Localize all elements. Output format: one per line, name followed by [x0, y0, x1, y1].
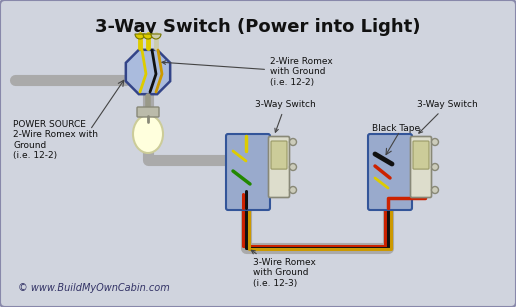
- Text: 3-Way Switch: 3-Way Switch: [255, 100, 316, 132]
- Circle shape: [431, 164, 439, 170]
- Circle shape: [289, 138, 297, 146]
- FancyBboxPatch shape: [137, 107, 159, 117]
- Circle shape: [431, 138, 439, 146]
- Text: Black Tape: Black Tape: [372, 124, 420, 133]
- FancyBboxPatch shape: [268, 137, 289, 197]
- FancyBboxPatch shape: [271, 141, 287, 169]
- Polygon shape: [126, 50, 170, 94]
- Circle shape: [289, 186, 297, 193]
- Wedge shape: [135, 34, 145, 39]
- Ellipse shape: [133, 115, 163, 153]
- FancyBboxPatch shape: [411, 137, 431, 197]
- Text: 2-Wire Romex
with Ground
(i.e. 12-2): 2-Wire Romex with Ground (i.e. 12-2): [162, 57, 333, 87]
- FancyBboxPatch shape: [368, 134, 412, 210]
- Text: POWER SOURCE
2-Wire Romex with
Ground
(i.e. 12-2): POWER SOURCE 2-Wire Romex with Ground (i…: [13, 120, 98, 160]
- FancyBboxPatch shape: [413, 141, 429, 169]
- Wedge shape: [151, 34, 161, 39]
- Circle shape: [289, 164, 297, 170]
- Text: 3-Way Switch: 3-Way Switch: [417, 100, 478, 133]
- Circle shape: [431, 186, 439, 193]
- Text: 3-Way Switch (Power into Light): 3-Way Switch (Power into Light): [95, 18, 421, 36]
- FancyBboxPatch shape: [226, 134, 270, 210]
- Wedge shape: [143, 34, 153, 39]
- Text: 3-Wire Romex
with Ground
(i.e. 12-3): 3-Wire Romex with Ground (i.e. 12-3): [251, 250, 316, 288]
- Text: © www.BuildMyOwnCabin.com: © www.BuildMyOwnCabin.com: [18, 283, 170, 293]
